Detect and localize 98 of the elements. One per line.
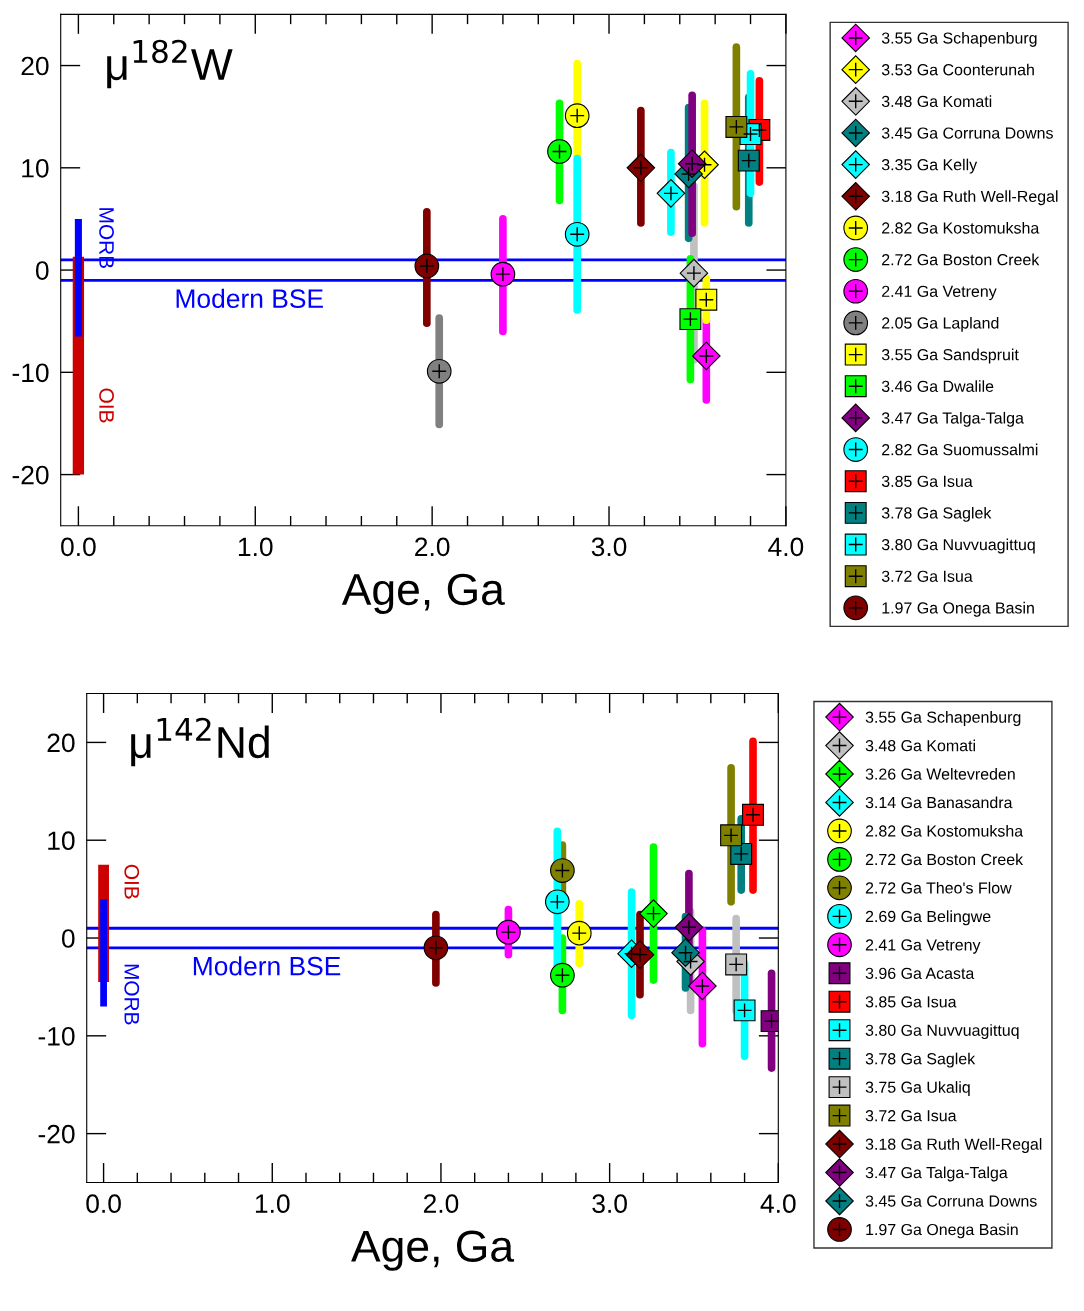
point — [688, 971, 717, 1001]
legend-label: 3.53 Ga Coonterunah — [881, 63, 1034, 76]
point — [725, 953, 748, 976]
point — [550, 962, 575, 988]
point — [679, 308, 702, 331]
x-tick-label: 1.0 — [255, 1194, 290, 1214]
point — [566, 920, 592, 946]
point — [626, 153, 656, 183]
legend-label: 1.97 Ga Onega Basin — [882, 601, 1034, 617]
legend-label: 3.45 Ga Corruna Downs — [865, 1195, 1037, 1207]
point — [547, 139, 572, 164]
point — [737, 149, 760, 172]
point — [674, 912, 704, 942]
point — [677, 149, 707, 179]
legend-label: 3.46 Ga Dwalile — [881, 380, 994, 392]
legend-label: 3.80 Ga Nuvvuagittuq — [881, 538, 1035, 554]
legend-label: 3.48 Ga Komati — [865, 739, 975, 752]
y-tick-label: -20 — [12, 465, 49, 485]
point — [550, 858, 575, 883]
legend-label: 1.97 Ga Onega Basin — [866, 1223, 1018, 1239]
legend-label: 3.18 Ga Ruth Well-Regal — [881, 190, 1058, 206]
x-tick-label: 0.0 — [86, 1194, 121, 1214]
y-tick-label: 20 — [21, 56, 49, 76]
point — [544, 889, 570, 915]
legend-label: 3.55 Ga Schapenburg — [881, 31, 1037, 47]
point — [720, 824, 743, 847]
legend-label: 3.47 Ga Talga-Talga — [865, 1166, 1008, 1182]
ref-line-label: Modern BSE — [176, 288, 323, 309]
legend-label: 2.41 Ga Vetreny — [882, 285, 997, 301]
x-tick-label: 0.0 — [61, 537, 96, 557]
x-tick-label: 3.0 — [591, 537, 627, 557]
point — [671, 938, 700, 967]
legend-label: 3.96 Ga Acasta — [865, 967, 975, 980]
point — [625, 940, 655, 969]
x-tick-label: 4.0 — [768, 537, 804, 557]
legend-label: 3.45 Ga Corruna Downs — [881, 127, 1053, 139]
legend-label: 3.75 Ga Ukaliq — [865, 1081, 970, 1097]
legend-label: 2.72 Ga Theo's Flow — [865, 881, 1012, 894]
point — [496, 919, 521, 945]
legend-label: 3.18 Ga Ruth Well-Regal — [865, 1138, 1042, 1153]
legend-label: 2.72 Ga Boston Creek — [882, 253, 1040, 266]
text: OIB — [124, 864, 140, 899]
x-axis-title: Age, Ga — [351, 1230, 515, 1271]
point — [564, 103, 590, 129]
legend-label: 3.72 Ga Isua — [881, 570, 973, 582]
point — [423, 935, 449, 961]
legend-label: 2.72 Ga Boston Creek — [865, 853, 1024, 866]
y-tick-label: 10 — [48, 831, 75, 851]
legend-label: 3.78 Ga Saglek — [865, 1052, 976, 1068]
point — [490, 261, 516, 287]
y-tick-label: 0 — [61, 929, 75, 948]
y-tick-label: 0 — [35, 261, 49, 280]
point — [414, 253, 440, 279]
text: μ$^{142}$Nd — [131, 717, 269, 767]
legend-label: 3.47 Ga Talga-Talga — [881, 411, 1024, 427]
ref-line-label: Modern BSE — [193, 956, 341, 976]
y-tick-label: 20 — [47, 733, 75, 753]
legend-label: 3.72 Ga Isua — [865, 1110, 957, 1122]
x-axis-title: Age, Ga — [341, 573, 505, 614]
legend-label: 3.55 Ga Schapenburg — [865, 711, 1021, 726]
legend-label: 3.48 Ga Komati — [881, 95, 992, 108]
y-tick-label: -10 — [38, 1026, 75, 1046]
legend-label: 2.82 Ga Kostomuksha — [882, 221, 1040, 234]
legend-label: 2.82 Ga Suomussalmi — [882, 443, 1038, 456]
point — [564, 221, 590, 247]
point — [656, 179, 686, 208]
legend-label: 2.05 Ga Lapland — [882, 316, 999, 332]
point — [679, 258, 709, 288]
legend-label: 3.85 Ga Isua — [881, 475, 973, 487]
legend-label: 3.80 Ga Nuvvuagittuq — [865, 1024, 1019, 1040]
x-tick-label: 1.0 — [238, 537, 273, 557]
x-tick-label: 2.0 — [423, 1194, 459, 1214]
x-tick-label: 3.0 — [592, 1194, 627, 1214]
text: μ$^{182}$W — [107, 39, 233, 89]
legend-label: 3.55 Ga Sandspruit — [881, 348, 1019, 364]
text: OIB — [99, 388, 114, 423]
point — [725, 115, 748, 138]
y-tick-label: -10 — [12, 363, 49, 383]
legend-label: 3.35 Ga Kelly — [881, 158, 978, 174]
legend-label: 3.26 Ga Weltevreden — [865, 768, 1015, 780]
x-tick-label: 4.0 — [760, 1194, 796, 1214]
legend-label: 3.14 Ga Banasandra — [865, 796, 1013, 809]
legend-label: 2.41 Ga Vetreny — [865, 939, 981, 954]
legend-label: 3.85 Ga Isua — [865, 996, 957, 1008]
y-tick-label: -20 — [38, 1124, 75, 1144]
text: MORB — [124, 964, 140, 1025]
legend-label: 3.78 Ga Saglek — [881, 506, 992, 522]
y-tick-label: 10 — [22, 158, 49, 178]
point — [742, 803, 764, 826]
legend-label: 2.69 Ga Belingwe — [865, 910, 991, 926]
point — [639, 899, 668, 928]
point — [695, 288, 718, 311]
text: MORB — [99, 208, 114, 269]
point — [426, 358, 452, 384]
x-tick-label: 2.0 — [415, 537, 450, 557]
legend-label: 2.82 Ga Kostomuksha — [865, 824, 1024, 837]
point — [730, 842, 753, 865]
point — [692, 341, 721, 371]
